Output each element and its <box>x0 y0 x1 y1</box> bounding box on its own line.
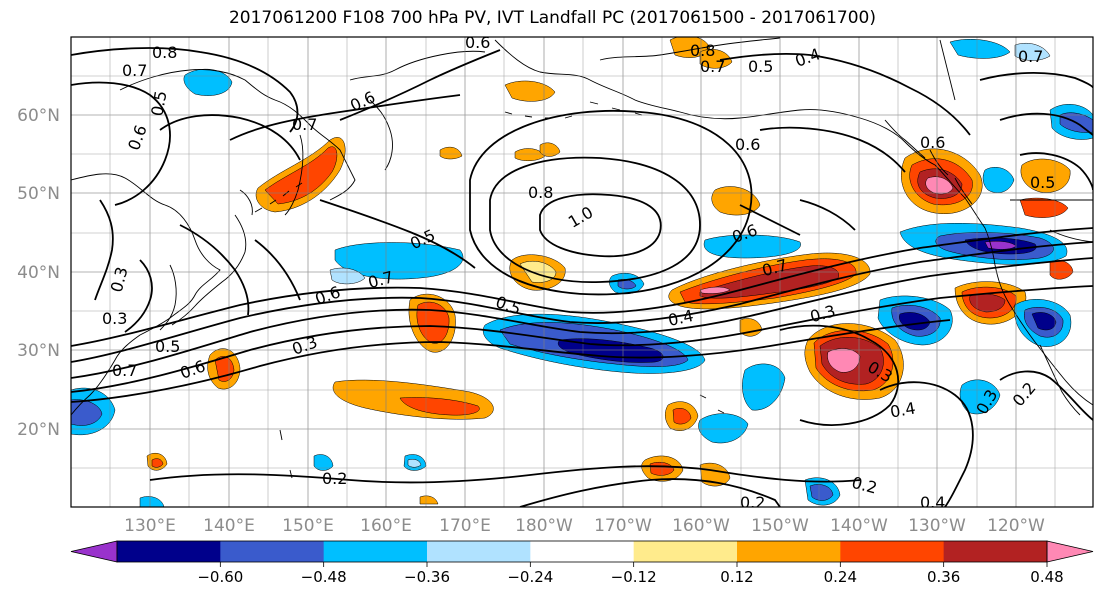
contour-label: 0.6 <box>465 33 490 52</box>
contour-label: 0.4 <box>920 493 945 512</box>
lon-label: 140°W <box>830 516 888 536</box>
lat-label: 30°N <box>17 341 60 361</box>
colorbar-tick-label: −0.48 <box>301 568 347 586</box>
lon-label: 160°W <box>672 516 730 536</box>
lon-label: 150°W <box>751 516 809 536</box>
map-title: 2017061200 F108 700 hPa PV, IVT Landfall… <box>228 8 876 28</box>
colorbar-tick-label: 0.48 <box>1030 568 1063 586</box>
lon-label: 150°E <box>282 516 334 536</box>
contour-label: 0.8 <box>690 41 715 60</box>
contour-label: 0.8 <box>152 43 177 62</box>
lat-label: 50°N <box>17 184 60 204</box>
colorbar-tick-label: 0.36 <box>927 568 960 586</box>
colorbar-segment <box>323 541 428 562</box>
lon-label: 170°E <box>439 516 491 536</box>
map-frame <box>70 36 1094 508</box>
contour-label: 0.5 <box>1030 173 1055 192</box>
lon-label: 160°E <box>360 516 412 536</box>
contour-label: 0.2 <box>322 469 347 488</box>
contour-label: 0.7 <box>112 361 137 380</box>
colorbar-tick-label: −0.12 <box>611 568 657 586</box>
colorbar-extend-high <box>1046 540 1094 563</box>
colorbar-outline <box>116 540 1048 563</box>
colorbar-segment <box>117 541 221 562</box>
contour-label: 0.2 <box>740 493 765 512</box>
colorbar-tick-label: −0.36 <box>404 568 450 586</box>
contour-label: 0.5 <box>147 89 170 117</box>
pv-contours <box>71 47 1093 507</box>
colorbar-segment <box>633 541 738 562</box>
contour-label: 0.5 <box>748 57 773 76</box>
colorbar-tick-label: −0.60 <box>197 568 243 586</box>
coastlines <box>71 37 1093 479</box>
colorbar-segment <box>943 541 1048 562</box>
colorbar-segment <box>840 541 945 562</box>
colorbar-tick-label: −0.24 <box>507 568 553 586</box>
contour-label: 0.7 <box>700 57 725 76</box>
contour-label: 0.5 <box>155 337 180 356</box>
lon-label: 140°E <box>203 516 255 536</box>
contour-label: 0.6 <box>920 133 945 152</box>
lon-label: 120°W <box>987 516 1045 536</box>
contour-label: 0.7 <box>1018 47 1043 66</box>
contour-label: 0.6 <box>735 135 760 154</box>
colorbar-extend-low <box>70 540 118 563</box>
colorbar: −0.60 −0.48 −0.36 −0.24 −0.12 0.12 0.24 0.36 0.4… <box>70 540 1094 586</box>
latitude-labels: 60°N 50°N 40°N 30°N 20°N <box>17 106 60 440</box>
contour-label: 0.4 <box>889 398 917 421</box>
colorbar-tick-label: 0.12 <box>720 568 753 586</box>
contour-label: 0.7 <box>292 115 317 134</box>
colorbar-segment <box>530 541 635 562</box>
colorbar-segment <box>737 541 841 562</box>
lon-label: 170°W <box>594 516 652 536</box>
contour-label: 0.8 <box>528 183 553 202</box>
lon-label: 180°W <box>515 516 573 536</box>
contour-label: 0.3 <box>102 309 127 328</box>
contour-label: 0.7 <box>122 61 147 80</box>
colorbar-segment <box>220 541 325 562</box>
longitude-labels: 130°E 140°E 150°E 160°E 170°E 180°W 170°… <box>124 516 1045 536</box>
colorbar-segment <box>427 541 531 562</box>
lon-label: 130°W <box>908 516 966 536</box>
lat-label: 40°N <box>17 263 60 283</box>
lat-label: 20°N <box>17 420 60 440</box>
lat-label: 60°N <box>17 106 60 126</box>
contour-label: 0.4 <box>666 306 695 330</box>
lon-label: 130°E <box>124 516 176 536</box>
colorbar-tick-label: 0.24 <box>824 568 857 586</box>
map-content: 0.8 0.7 0.5 0.6 0.6 0.6 0.7 0.8 0.7 0.5 … <box>71 33 1093 512</box>
